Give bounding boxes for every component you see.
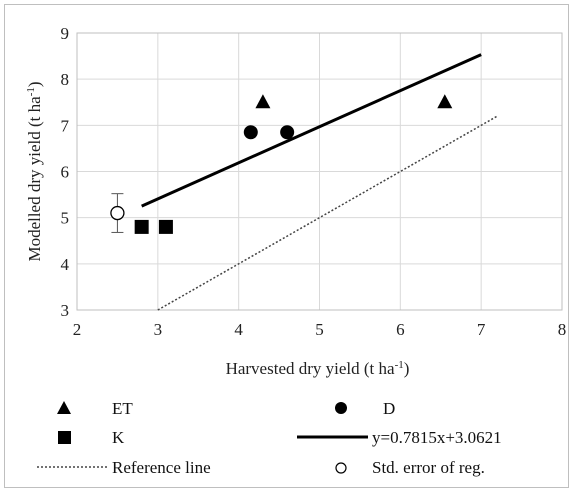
y-tick-8: 8	[61, 70, 70, 89]
x-tick-labels: 2 3 4 5 6 7 8	[73, 320, 567, 339]
std-error-point	[110, 205, 125, 221]
legend-et-label: ET	[112, 399, 133, 418]
legend-d-marker	[335, 402, 347, 414]
legend-d-label: D	[383, 399, 395, 418]
chart-frame	[4, 4, 569, 488]
x-tick-6: 6	[396, 320, 405, 339]
x-tick-8: 8	[558, 320, 567, 339]
k-point-1	[134, 219, 149, 234]
y-tick-5: 5	[61, 209, 70, 228]
plot-area-border	[76, 32, 563, 311]
y-tick-6: 6	[61, 163, 70, 182]
x-axis-title: Harvested dry yield (t ha-1)	[226, 359, 410, 378]
k-point-2	[158, 219, 173, 234]
legend-std-error-marker	[335, 462, 347, 474]
legend-std-error-label: Std. error of reg.	[372, 458, 485, 477]
et-point-2	[437, 94, 453, 109]
d-point-1	[243, 125, 258, 140]
y-tick-labels: 3 4 5 6 7 8 9	[61, 24, 70, 320]
x-tick-4: 4	[234, 320, 243, 339]
y-tick-3: 3	[61, 301, 70, 320]
legend: ET D K y=0.7815x+3.0621 Reference line S…	[37, 399, 502, 477]
std-error-bar	[110, 193, 125, 233]
y-axis-title: Modelled dry yield (t ha-1)	[25, 81, 44, 261]
legend-k-marker	[58, 431, 71, 444]
et-point-1	[255, 94, 271, 109]
x-tick-3: 3	[154, 320, 163, 339]
y-tick-4: 4	[61, 255, 70, 274]
y-tick-7: 7	[61, 116, 70, 135]
x-tick-7: 7	[477, 320, 486, 339]
grid-lines	[76, 32, 563, 311]
legend-k-label: K	[112, 428, 125, 447]
x-tick-2: 2	[73, 320, 82, 339]
x-tick-5: 5	[315, 320, 324, 339]
y-tick-9: 9	[61, 24, 70, 43]
reference-line	[157, 115, 498, 311]
data-points	[134, 94, 453, 234]
regression-line	[141, 53, 482, 208]
legend-et-marker	[57, 401, 71, 414]
legend-regression-label: y=0.7815x+3.0621	[372, 428, 502, 447]
d-point-2	[280, 125, 295, 140]
legend-reference-label: Reference line	[112, 458, 211, 477]
